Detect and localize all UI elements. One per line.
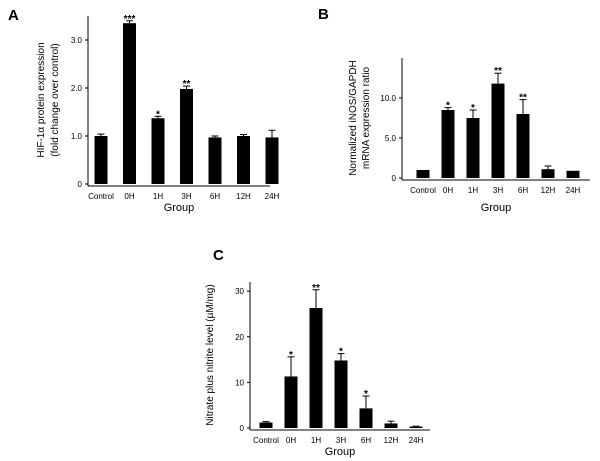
bar bbox=[359, 408, 373, 428]
panel-letter: B bbox=[318, 6, 329, 23]
y-axis-title: HIF-1α protein expression bbox=[36, 42, 47, 157]
x-tick-label: 1H bbox=[153, 192, 163, 201]
y-axis-title: mRNA expression ratio bbox=[361, 66, 372, 169]
x-tick-label: 3H bbox=[336, 436, 346, 445]
y-tick-label: 5.0 bbox=[385, 134, 397, 143]
bar bbox=[94, 136, 108, 184]
bar bbox=[237, 136, 250, 184]
x-axis-title: Group bbox=[164, 202, 195, 214]
y-tick-label: 10 bbox=[235, 378, 244, 387]
bar bbox=[334, 360, 348, 428]
bar bbox=[208, 137, 222, 184]
x-tick-label: Control bbox=[253, 436, 279, 445]
y-tick-label: 0 bbox=[78, 180, 83, 189]
y-axis-title: (fold change over control) bbox=[50, 43, 61, 156]
bar bbox=[180, 88, 193, 184]
x-tick-label: 12H bbox=[236, 192, 251, 201]
x-tick-label: 24H bbox=[566, 186, 581, 195]
significance-mark: * bbox=[156, 109, 160, 120]
bar bbox=[265, 137, 279, 184]
x-tick-label: 12H bbox=[384, 436, 399, 445]
bar bbox=[541, 169, 555, 178]
x-axis-title: Group bbox=[481, 202, 512, 214]
y-tick-label: 2.0 bbox=[71, 84, 83, 93]
y-tick-label: 0 bbox=[240, 424, 245, 433]
x-tick-label: 6H bbox=[361, 436, 371, 445]
bar bbox=[566, 170, 580, 178]
x-tick-label: Control bbox=[410, 186, 436, 195]
panel-c: C 0 10 20 30 Control * 0H ** 1H * 3H * 6H 12H 24H Group N… bbox=[205, 247, 430, 458]
significance-mark: *** bbox=[124, 14, 136, 25]
bar bbox=[309, 308, 323, 428]
significance-mark: * bbox=[446, 101, 450, 112]
x-tick-label: 24H bbox=[409, 436, 424, 445]
y-tick-label: 0 bbox=[392, 174, 397, 183]
bar bbox=[284, 376, 298, 428]
x-tick-label: 1H bbox=[468, 186, 478, 195]
significance-mark: ** bbox=[494, 66, 502, 77]
panel-b: B 0 5.0 10.0 Control * 0H * 1H ** 3H ** 6H 12H 24H Grou… bbox=[318, 6, 590, 214]
bar bbox=[123, 23, 136, 185]
significance-mark: * bbox=[364, 389, 368, 400]
panel-letter: A bbox=[8, 7, 19, 24]
significance-mark: * bbox=[339, 347, 343, 358]
significance-mark: ** bbox=[519, 93, 527, 104]
bar bbox=[151, 118, 165, 184]
bar bbox=[384, 423, 398, 428]
y-tick-label: 1.0 bbox=[71, 132, 83, 141]
x-tick-label: 0H bbox=[124, 192, 134, 201]
significance-mark: ** bbox=[312, 283, 320, 294]
x-tick-label: 3H bbox=[493, 186, 503, 195]
panel-a: A 0 1.0 2.0 3.0 Control *** 0H * 1H ** 3H 6H 12H 24H Gr… bbox=[8, 7, 280, 214]
bar bbox=[409, 426, 423, 428]
x-tick-label: 6H bbox=[518, 186, 528, 195]
bar bbox=[516, 114, 530, 178]
x-tick-label: 6H bbox=[210, 192, 220, 201]
x-tick-label: 0H bbox=[443, 186, 453, 195]
y-axis-title: Nitrate plus nitrite level (µM/mg) bbox=[205, 284, 216, 425]
bar bbox=[259, 422, 273, 428]
bar bbox=[441, 110, 455, 178]
bar bbox=[466, 118, 480, 178]
significance-mark: ** bbox=[183, 79, 191, 90]
x-tick-label: Control bbox=[88, 192, 114, 201]
y-tick-label: 30 bbox=[235, 287, 244, 296]
x-axis-title: Group bbox=[325, 446, 356, 458]
bar bbox=[491, 83, 505, 178]
x-tick-label: 3H bbox=[181, 192, 191, 201]
significance-mark: * bbox=[289, 350, 293, 361]
bar bbox=[416, 170, 430, 178]
y-tick-label: 10.0 bbox=[380, 94, 396, 103]
x-tick-label: 0H bbox=[286, 436, 296, 445]
y-tick-label: 20 bbox=[235, 333, 244, 342]
panel-letter: C bbox=[213, 247, 224, 264]
significance-mark: * bbox=[471, 103, 475, 114]
x-tick-label: 24H bbox=[265, 192, 280, 201]
y-tick-label: 3.0 bbox=[71, 36, 83, 45]
x-tick-label: 12H bbox=[541, 186, 556, 195]
y-axis-title: Normalized iNOS/GAPDH bbox=[348, 60, 359, 176]
x-tick-label: 1H bbox=[311, 436, 321, 445]
